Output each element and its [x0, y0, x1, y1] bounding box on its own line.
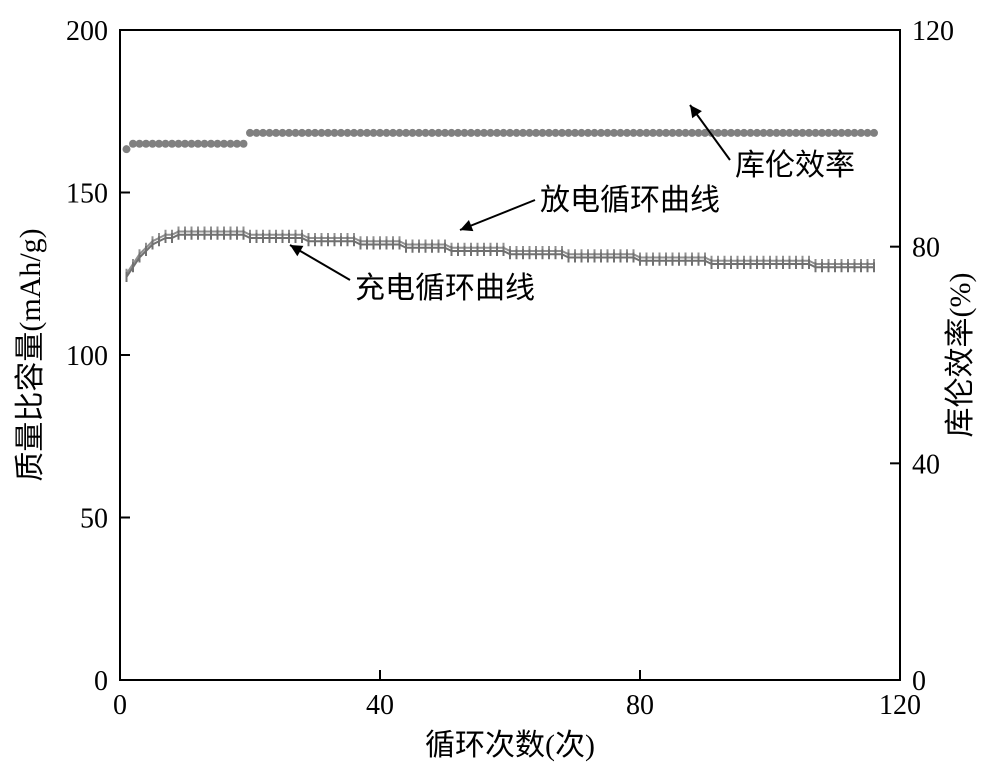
x-tick-label: 40 — [366, 690, 394, 721]
y-left-tick-label: 150 — [66, 179, 108, 210]
y-right-tick-label: 0 — [912, 666, 926, 697]
y-left-tick-label: 200 — [66, 16, 108, 47]
series-point-coulombic — [240, 140, 248, 148]
chart-svg: 0 40 80 120 循环次数(次) 0 50 100 150 200 质量比容量(mAh/g) 0… — [0, 0, 1000, 770]
y-left-axis-title: 质量比容量(mAh/g) — [14, 228, 47, 481]
series-line-discharge — [127, 232, 875, 274]
annot-coulombic-arrow-head — [690, 105, 702, 118]
annot-coulombic-label: 库伦效率 — [735, 149, 855, 182]
annot-discharge-label: 放电循环曲线 — [540, 184, 720, 217]
series-point-coulombic — [123, 145, 131, 153]
y-right-tick-label: 40 — [912, 449, 940, 480]
x-tick-label: 80 — [626, 690, 654, 721]
series-line-charge — [127, 235, 875, 277]
annot-charge-label: 充电循环曲线 — [355, 272, 535, 305]
y-left-tick-label: 50 — [80, 504, 108, 535]
annot-discharge-arrow — [460, 200, 535, 230]
y-right-tick-label: 120 — [912, 16, 954, 47]
y-right-tick-label: 80 — [912, 233, 940, 264]
y-left-tick-label: 0 — [94, 666, 108, 697]
y-right-axis-title: 库伦效率(%) — [944, 273, 977, 438]
x-tick-label: 0 — [113, 690, 127, 721]
x-axis-title: 循环次数(次) — [425, 729, 595, 762]
plot-border — [120, 30, 900, 680]
series-point-coulombic — [870, 129, 878, 137]
chart-container: 0 40 80 120 循环次数(次) 0 50 100 150 200 质量比容量(mAh/g) 0… — [0, 0, 1000, 770]
y-left-tick-label: 100 — [66, 341, 108, 372]
